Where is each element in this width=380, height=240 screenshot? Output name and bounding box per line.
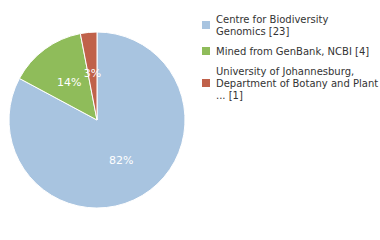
svg-text:University of Johannesburg,: University of Johannesburg,	[216, 66, 354, 77]
svg-text:Mined from GenBank, NCBI [4]: Mined from GenBank, NCBI [4]	[216, 46, 369, 57]
svg-text:Centre for Biodiversity: Centre for Biodiversity	[216, 14, 329, 25]
svg-text:... [1]: ... [1]	[216, 90, 243, 101]
svg-text:14%: 14%	[57, 76, 81, 89]
svg-text:3%: 3%	[84, 67, 101, 80]
svg-text:82%: 82%	[109, 154, 133, 167]
svg-text:Genomics [23]: Genomics [23]	[216, 26, 289, 37]
svg-text:Department of Botany and Plant: Department of Botany and Plant	[216, 78, 378, 89]
